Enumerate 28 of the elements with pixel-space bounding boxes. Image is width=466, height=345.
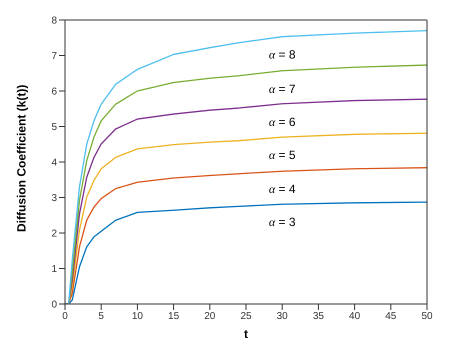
- y-tick-label: 5: [51, 122, 58, 134]
- x-tick-label: 15: [168, 311, 180, 322]
- y-tick-label: 8: [51, 16, 58, 27]
- y-tick-label: 4: [51, 158, 58, 169]
- y-tick-label: 6: [51, 86, 58, 98]
- x-tick-label: 40: [349, 311, 361, 322]
- x-tick-label: 5: [98, 311, 104, 322]
- x-tick-label: 45: [385, 311, 397, 322]
- series-label: α = 7: [268, 82, 296, 96]
- x-tick-label: 25: [240, 311, 252, 322]
- x-tick-label: 0: [62, 311, 68, 322]
- x-tick-label: 30: [276, 311, 288, 322]
- x-tick-label: 35: [312, 311, 324, 322]
- y-tick-label: 1: [51, 264, 58, 276]
- y-tick-label: 2: [51, 228, 58, 240]
- series-label: α = 5: [268, 148, 296, 162]
- series-label: α = 4: [268, 182, 296, 196]
- y-tick-label: 0: [51, 300, 58, 311]
- series-label: α = 6: [268, 114, 296, 129]
- x-tick-label: 10: [132, 311, 144, 322]
- x-tick-label: 20: [204, 311, 216, 322]
- x-tick-label: 50: [421, 311, 433, 322]
- y-tick-label: 3: [51, 193, 58, 204]
- y-tick-label: 7: [51, 51, 58, 62]
- series-label: α = 3: [268, 215, 296, 230]
- series-label: α = 8: [268, 48, 296, 62]
- y-axis-title: Diffusion Coefficient (k(t)): [14, 84, 28, 232]
- x-axis-title: t: [244, 327, 248, 341]
